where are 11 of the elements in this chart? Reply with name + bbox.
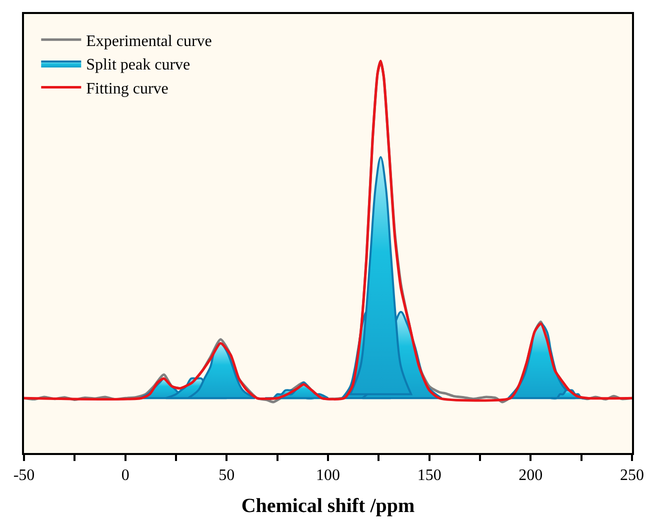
x-axis-title: Chemical shift /ppm: [241, 494, 416, 517]
x-tick-label: 250: [620, 466, 644, 484]
x-tick-label: 50: [218, 466, 235, 484]
legend-label: Split peak curve: [86, 56, 190, 74]
legend-label: Experimental curve: [86, 32, 212, 50]
x-tick-label: 200: [518, 466, 543, 484]
legend-label: Fitting curve: [86, 80, 168, 98]
x-tick-label: -50: [13, 466, 35, 484]
x-tick-label: 150: [417, 466, 442, 484]
x-tick-label: 0: [121, 466, 130, 484]
x-tick-label: 100: [316, 466, 340, 484]
